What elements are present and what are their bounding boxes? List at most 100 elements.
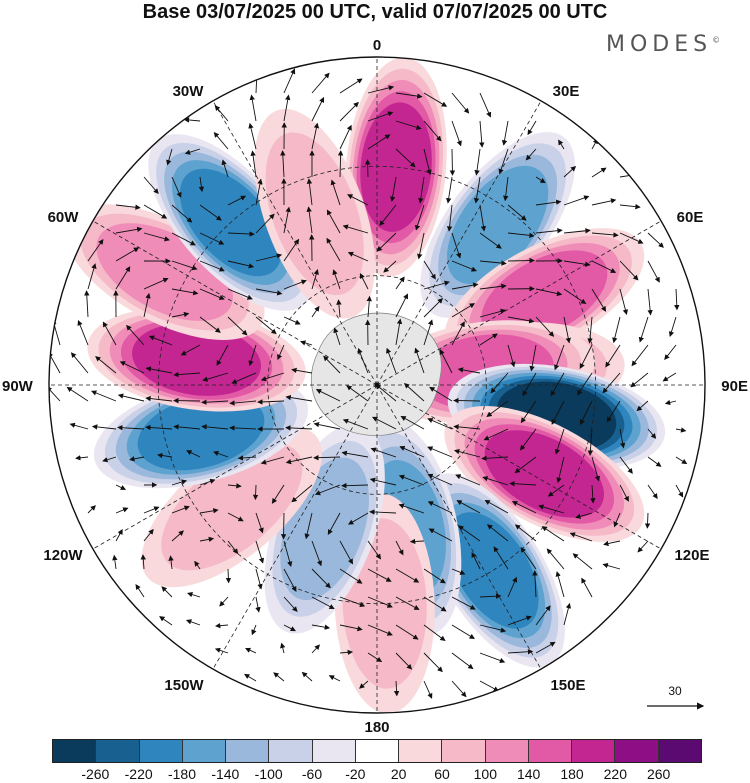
- wind-arrow: [455, 474, 481, 486]
- wind-arrow: [451, 624, 475, 640]
- wind-arrow: [280, 642, 286, 654]
- wind-arrow: [255, 596, 261, 613]
- wind-arrow: [311, 305, 320, 318]
- wind-arrow: [563, 165, 577, 178]
- wind-arrow: [311, 644, 321, 654]
- logo-text: MODES: [606, 32, 713, 57]
- wind-arrow: [372, 416, 397, 430]
- wind-arrow: [255, 178, 263, 206]
- anomaly-contour: [265, 132, 364, 296]
- wind-arrow: [199, 316, 221, 333]
- wind-arrow: [69, 422, 89, 430]
- colorbar-cell: [658, 740, 701, 762]
- wind-arrow: [398, 503, 425, 514]
- wind-arrow: [171, 260, 198, 271]
- wind-arrow: [555, 571, 565, 598]
- wind-arrow: [647, 288, 653, 316]
- wind-arrow: [283, 316, 301, 325]
- wind-arrow: [255, 316, 277, 335]
- wind-arrow: [369, 509, 397, 515]
- positive-anomaly: [254, 108, 375, 319]
- wind-arrow: [221, 159, 229, 178]
- wind-arrow: [423, 148, 432, 176]
- wind-arrow: [612, 316, 621, 344]
- colorbar-cell: [528, 740, 573, 762]
- wind-arrow: [520, 400, 537, 424]
- wind-arrow: [636, 400, 649, 412]
- wind-arrow: [214, 622, 229, 629]
- wind-arrow: [395, 318, 403, 346]
- colorbar-ticks: -260 -220 -180 -140 -100 -60 -20 20 60 100 140 180 2…: [52, 766, 702, 783]
- wind-arrow: [638, 316, 649, 343]
- wind-arrow: [563, 602, 572, 626]
- wind-arrow: [91, 390, 117, 402]
- wind-arrow: [602, 562, 621, 570]
- wind-arrow: [143, 506, 160, 514]
- wind-arrow: [376, 232, 397, 252]
- wind-arrow: [161, 586, 173, 598]
- wind-arrow: [427, 446, 453, 458]
- wind-arrow: [306, 178, 313, 206]
- lon-label-90w: 90W: [2, 378, 34, 395]
- wind-arrow: [451, 92, 470, 114]
- meridian-line: [376, 220, 662, 386]
- wind-arrow: [342, 418, 369, 430]
- wind-arrow: [102, 456, 117, 463]
- wind-arrow: [403, 383, 425, 402]
- wind-arrow: [647, 232, 664, 248]
- wind-arrow: [145, 366, 173, 374]
- positive-anomaly: [141, 426, 323, 588]
- wind-arrow: [423, 319, 434, 346]
- wind-arrow: [199, 232, 225, 245]
- wind-arrow: [117, 393, 145, 402]
- wind-arrow: [395, 148, 416, 168]
- colorbar-tick-label: -60: [301, 766, 323, 782]
- wind-arrow: [311, 96, 325, 122]
- colorbar-tick-label: 100: [473, 766, 498, 782]
- wind-arrow: [563, 316, 571, 344]
- colorbar-cell: [615, 740, 659, 762]
- wind-arrow: [605, 344, 621, 368]
- wind-arrow: [446, 176, 453, 204]
- wind-arrow: [252, 484, 259, 501]
- wind-arrow: [214, 647, 229, 654]
- wind-arrow: [481, 455, 509, 462]
- wind-arrow: [311, 624, 331, 630]
- wind-arrow: [591, 456, 601, 482]
- anomaly-contour: [446, 165, 549, 285]
- wind-arrow: [395, 92, 423, 99]
- reference-vector: 30: [647, 684, 705, 710]
- colorbar: [52, 739, 702, 763]
- wind-arrow: [591, 232, 619, 238]
- wind-arrow: [229, 425, 257, 431]
- wind-arrow: [423, 298, 444, 318]
- wind-arrow: [145, 424, 173, 431]
- wind-arrow: [77, 320, 89, 346]
- wind-arrow: [328, 675, 341, 682]
- wind-arrow: [311, 540, 322, 567]
- wind-arrow: [313, 421, 341, 430]
- wind-arrow: [423, 652, 443, 673]
- wind-arrow: [647, 484, 658, 499]
- wind-arrow: [173, 424, 201, 430]
- wind-arrow: [145, 395, 173, 402]
- wind-arrow: [451, 120, 462, 147]
- wind-arrow: [563, 260, 591, 267]
- wind-arrow: [283, 568, 297, 592]
- wind-arrow: [201, 424, 229, 430]
- wind-arrow: [451, 282, 479, 290]
- wind-arrow: [514, 456, 537, 474]
- colorbar-cell: [485, 740, 529, 762]
- wind-arrow: [347, 194, 369, 206]
- wind-arrow: [456, 500, 481, 514]
- wind-arrow: [427, 418, 453, 430]
- latitude-circle: [157, 165, 597, 605]
- meridian-line: [92, 220, 378, 386]
- wind-arrow: [346, 385, 369, 402]
- wind-arrow: [590, 484, 596, 504]
- wind-arrow: [535, 316, 555, 337]
- wind-arrow: [159, 616, 173, 626]
- wind-arrow: [370, 447, 397, 458]
- lon-label-30e: 30E: [553, 83, 580, 100]
- wind-arrow: [619, 288, 629, 316]
